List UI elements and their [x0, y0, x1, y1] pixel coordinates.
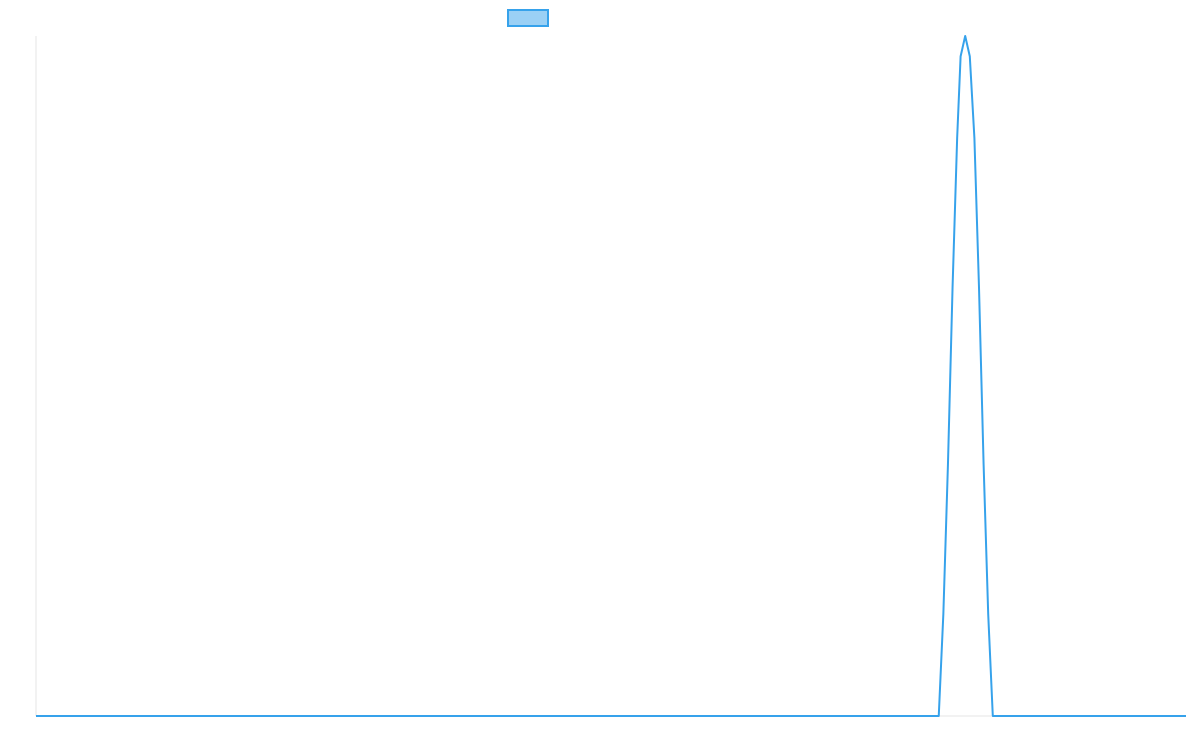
legend-swatch-0[interactable]: [507, 9, 549, 27]
axes-layer: [35, 36, 1186, 717]
series-line-0: [36, 35, 1186, 717]
series-layer: [36, 35, 1186, 717]
legend[interactable]: [507, 9, 549, 27]
